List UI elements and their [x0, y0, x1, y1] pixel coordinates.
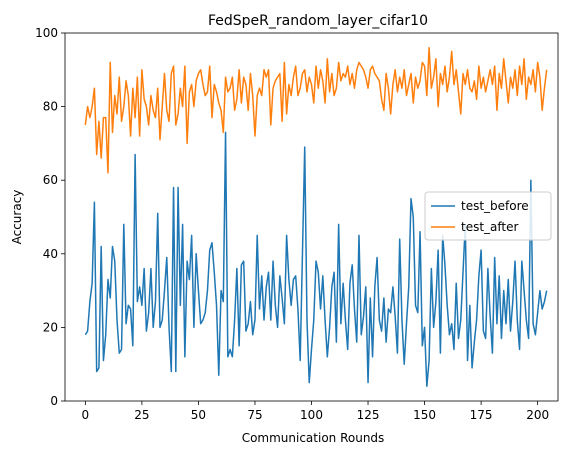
- x-tick-label: 150: [413, 408, 436, 422]
- y-tick-label: 100: [35, 26, 58, 40]
- y-tick-label: 20: [43, 320, 58, 334]
- x-tick-label: 100: [300, 408, 323, 422]
- x-axis: 0 25 50 75 100 125 150 175 200: [82, 401, 549, 422]
- x-tick-label: 75: [247, 408, 262, 422]
- y-tick-label: 80: [43, 100, 58, 114]
- x-axis-label: Communication Rounds: [242, 431, 385, 445]
- series-line-test-after: [84, 46, 548, 174]
- legend: test_before test_after: [424, 191, 552, 241]
- x-tick-label: 125: [357, 408, 380, 422]
- y-tick-label: 60: [43, 173, 58, 187]
- plot-lines: [84, 46, 548, 388]
- x-tick-label: 25: [134, 408, 149, 422]
- legend-label: test_before: [461, 199, 529, 213]
- x-tick-label: 0: [82, 408, 90, 422]
- chart-title: FedSpeR_random_layer_cifar10: [208, 13, 428, 29]
- y-tick-label: 40: [43, 247, 58, 261]
- legend-label: test_after: [461, 220, 519, 234]
- y-tick-label: 0: [50, 394, 58, 408]
- series-line-test-before: [84, 131, 548, 388]
- x-tick-label: 175: [470, 408, 493, 422]
- y-axis: 0 20 40 60 80 100: [35, 26, 65, 408]
- x-tick-label: 50: [191, 408, 206, 422]
- x-tick-label: 200: [526, 408, 549, 422]
- legend-box: [424, 191, 552, 241]
- y-axis-label: Accuracy: [10, 190, 24, 245]
